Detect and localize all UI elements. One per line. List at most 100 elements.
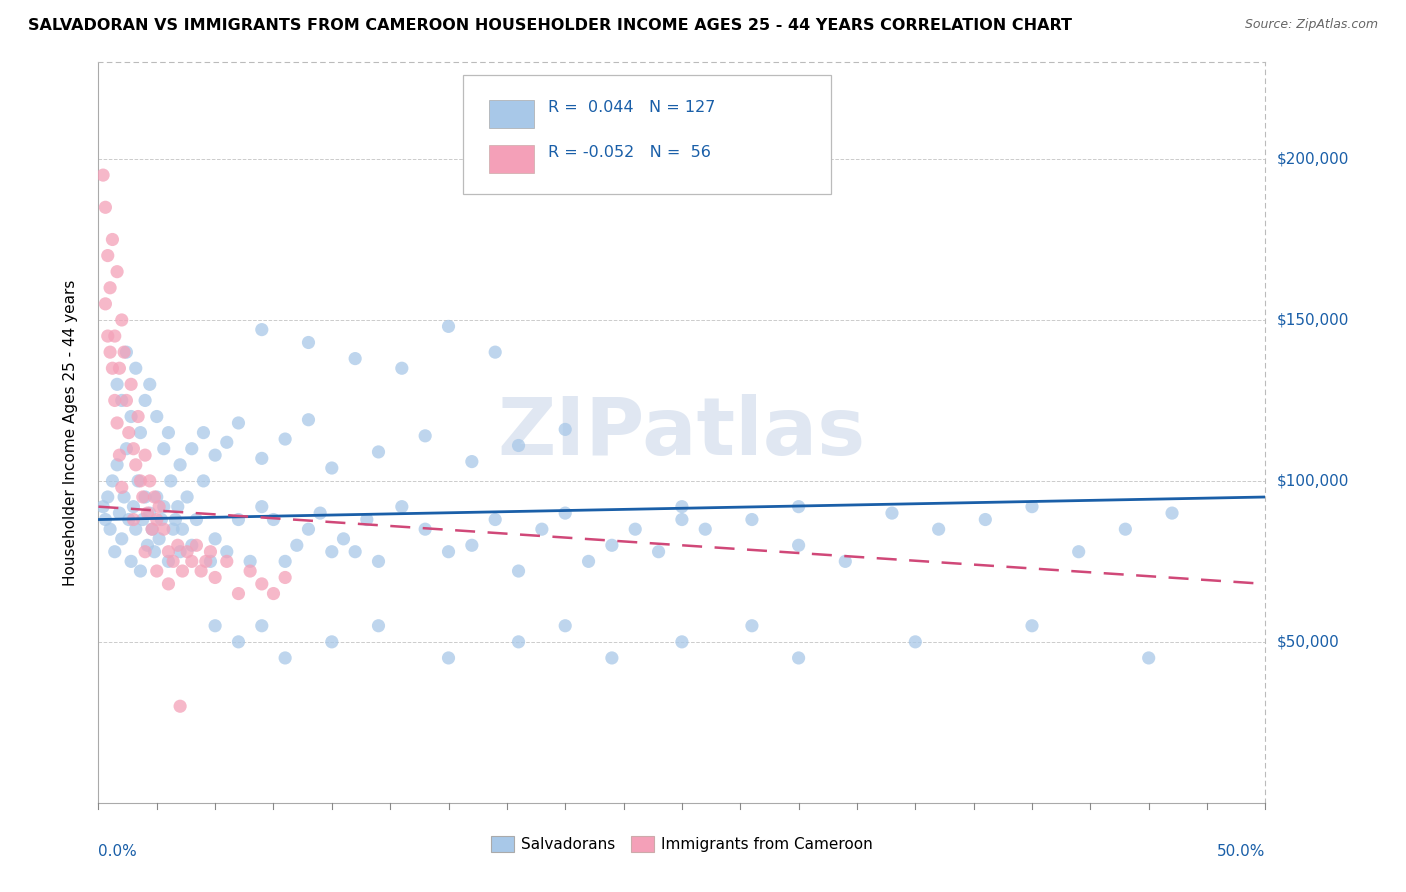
Point <box>741 512 763 526</box>
Point <box>215 435 238 450</box>
Point <box>508 635 530 649</box>
Point <box>624 522 647 536</box>
Point <box>274 432 297 446</box>
Point <box>134 545 156 559</box>
FancyBboxPatch shape <box>489 100 534 128</box>
Point <box>309 506 332 520</box>
Point <box>554 506 576 520</box>
Text: SALVADORAN VS IMMIGRANTS FROM CAMEROON HOUSEHOLDER INCOME AGES 25 - 44 YEARS COR: SALVADORAN VS IMMIGRANTS FROM CAMEROON H… <box>28 18 1073 33</box>
Point <box>1021 619 1043 633</box>
Point <box>647 545 669 559</box>
Text: Source: ZipAtlas.com: Source: ZipAtlas.com <box>1244 18 1378 31</box>
Point <box>437 651 460 665</box>
Point <box>157 577 180 591</box>
Point <box>97 249 120 263</box>
Point <box>285 538 308 552</box>
Point <box>297 522 319 536</box>
Point <box>136 506 159 520</box>
Text: $100,000: $100,000 <box>1277 474 1348 489</box>
Point <box>120 554 142 568</box>
Text: $50,000: $50,000 <box>1277 634 1340 649</box>
Point <box>91 500 114 514</box>
Point <box>176 490 198 504</box>
Point <box>162 554 184 568</box>
Point <box>413 429 436 443</box>
Point <box>1161 506 1184 520</box>
Point <box>344 351 367 366</box>
Point <box>122 442 145 456</box>
Point <box>169 545 191 559</box>
Point <box>554 422 576 436</box>
Point <box>671 500 693 514</box>
Point <box>356 512 378 526</box>
Point <box>104 545 127 559</box>
Point <box>146 564 169 578</box>
Point <box>162 522 184 536</box>
Point <box>190 564 212 578</box>
Point <box>146 490 169 504</box>
Point <box>172 564 194 578</box>
Point <box>101 361 124 376</box>
Point <box>125 522 148 536</box>
Point <box>834 554 856 568</box>
Point <box>129 474 152 488</box>
Point <box>193 474 215 488</box>
Text: 0.0%: 0.0% <box>98 844 138 858</box>
Text: R =  0.044   N = 127: R = 0.044 N = 127 <box>548 100 716 115</box>
Point <box>165 512 187 526</box>
Point <box>122 500 145 514</box>
Point <box>239 554 262 568</box>
Point <box>134 393 156 408</box>
Point <box>134 448 156 462</box>
Point <box>262 512 284 526</box>
Point <box>274 651 297 665</box>
Point <box>105 416 128 430</box>
Point <box>274 554 297 568</box>
Point <box>118 425 141 440</box>
Text: ZIPatlas: ZIPatlas <box>498 393 866 472</box>
Point <box>115 442 138 456</box>
Point <box>215 554 238 568</box>
Point <box>1137 651 1160 665</box>
Point <box>204 448 226 462</box>
Point <box>157 554 180 568</box>
Point <box>741 619 763 633</box>
Point <box>143 545 166 559</box>
Point <box>172 522 194 536</box>
Point <box>94 200 117 214</box>
Point <box>180 442 202 456</box>
Text: 50.0%: 50.0% <box>1218 844 1265 858</box>
Point <box>367 445 389 459</box>
Point <box>105 377 128 392</box>
Text: $150,000: $150,000 <box>1277 312 1348 327</box>
Point <box>150 512 173 526</box>
Point <box>787 651 810 665</box>
Point <box>132 490 155 504</box>
Point <box>461 538 484 552</box>
Point <box>204 619 226 633</box>
Point <box>152 500 174 514</box>
Point <box>186 512 208 526</box>
Point <box>484 345 506 359</box>
Point <box>125 361 148 376</box>
Point <box>391 500 413 514</box>
Point <box>228 512 250 526</box>
Point <box>152 442 174 456</box>
Point <box>787 538 810 552</box>
Point <box>239 564 262 578</box>
Point <box>97 329 120 343</box>
Point <box>250 577 273 591</box>
Point <box>94 297 117 311</box>
Point <box>146 512 169 526</box>
Point <box>120 409 142 424</box>
Point <box>250 619 273 633</box>
Point <box>141 522 163 536</box>
Point <box>250 451 273 466</box>
Point <box>139 377 162 392</box>
Point <box>228 586 250 600</box>
Point <box>108 506 131 520</box>
Point <box>112 490 135 504</box>
Point <box>391 361 413 376</box>
Point <box>120 377 142 392</box>
Point <box>169 458 191 472</box>
